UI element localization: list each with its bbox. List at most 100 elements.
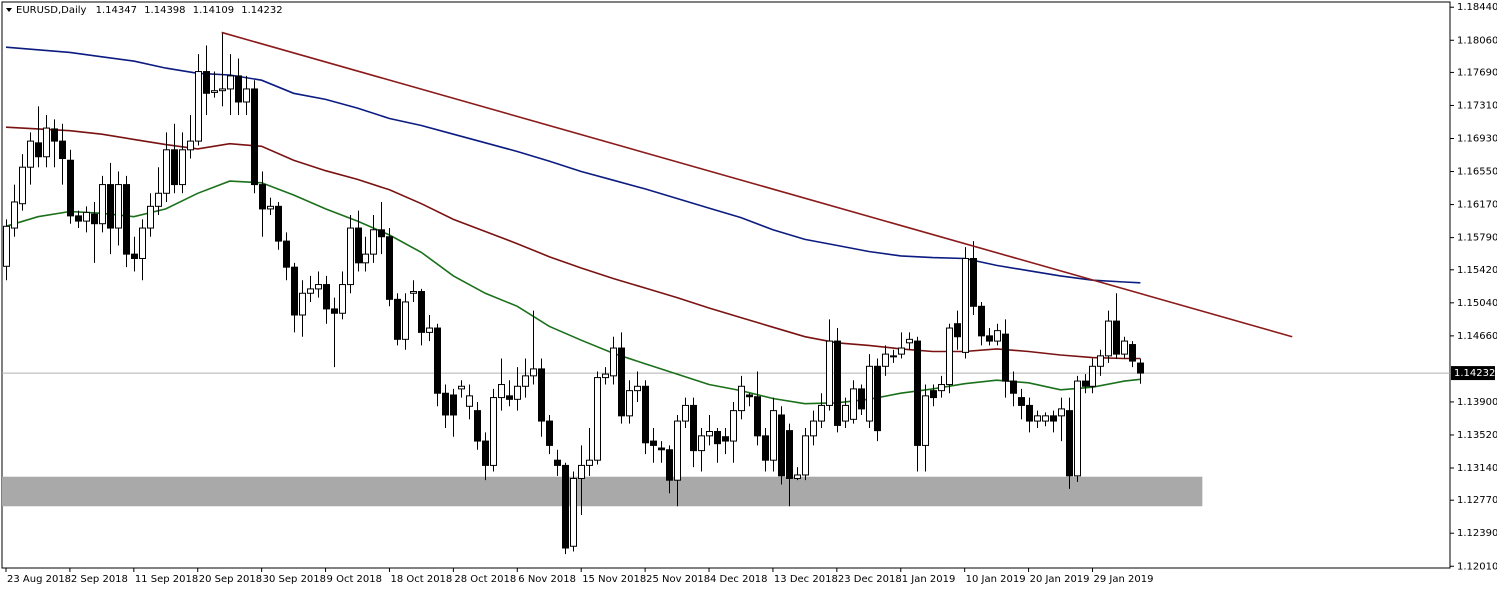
moving-average	[5, 180, 1141, 405]
candle-body	[522, 375, 529, 387]
candle-body	[714, 430, 721, 445]
candle-body	[386, 236, 393, 300]
y-tick-label: 1.17310	[1457, 100, 1497, 111]
candle-body	[123, 184, 130, 255]
y-tick-label: 1.14660	[1457, 331, 1497, 342]
candle-body	[315, 284, 322, 290]
x-tick-label: 25 Nov 2018	[646, 574, 710, 585]
y-tick-label: 1.15040	[1457, 298, 1497, 309]
x-tick-label: 11 Sep 2018	[135, 574, 198, 585]
candle-body	[99, 184, 106, 225]
candle-body	[578, 464, 585, 479]
candle-body	[866, 365, 873, 422]
candle-body	[378, 229, 385, 238]
candle-body	[730, 410, 737, 442]
x-tick-label: 23 Dec 2018	[838, 574, 902, 585]
candle-body	[1129, 344, 1136, 362]
candle-body	[323, 284, 330, 310]
candle-body	[642, 385, 649, 444]
candle-body	[898, 347, 905, 355]
candle-body	[243, 88, 250, 103]
x-tick-label: 29 Jan 2019	[1093, 574, 1153, 585]
x-tick-label: 20 Jan 2019	[1030, 574, 1090, 585]
candle-body	[786, 430, 793, 479]
candle-body	[1121, 340, 1128, 355]
candle-body	[139, 227, 146, 259]
candle-body	[1113, 320, 1120, 355]
y-tick-label: 1.15790	[1457, 233, 1497, 244]
candle-body	[794, 474, 801, 479]
candle-body	[410, 291, 417, 294]
candle-body	[27, 140, 34, 168]
candle-body	[1082, 380, 1089, 387]
candle-body	[67, 159, 74, 217]
candle-body	[259, 184, 266, 210]
candle-body	[203, 71, 210, 94]
candle-body	[1066, 410, 1073, 477]
x-tick-label: 10 Jan 2019	[966, 574, 1026, 585]
candle-body	[299, 292, 306, 316]
candle-body	[163, 149, 170, 194]
candle-body	[347, 227, 354, 286]
candle-body	[658, 447, 665, 451]
candle-body	[1018, 397, 1025, 406]
candle-body	[307, 288, 314, 294]
x-tick-label: 4 Dec 2018	[710, 574, 768, 585]
candle-body	[1097, 355, 1104, 367]
price-label-bg	[1451, 366, 1495, 381]
y-tick-label: 1.12770	[1457, 495, 1497, 506]
candle-body	[858, 388, 865, 410]
y-tick-label: 1.16930	[1457, 134, 1497, 145]
candle-body	[195, 71, 202, 142]
candle-body	[954, 323, 961, 338]
y-tick-label: 1.16550	[1457, 167, 1497, 178]
candle-body	[267, 205, 274, 210]
candle-body	[3, 225, 10, 267]
candle-body	[850, 388, 857, 420]
close-value: 1.14232	[241, 5, 282, 16]
candle-body	[402, 301, 409, 340]
x-tick-label: 13 Dec 2018	[774, 574, 838, 585]
candle-body	[498, 384, 505, 399]
candle-body	[690, 404, 697, 452]
candle-body	[706, 430, 713, 437]
candle-body	[426, 327, 433, 333]
candle-body	[554, 459, 561, 466]
candle-body	[490, 397, 497, 466]
candle-body	[418, 291, 425, 333]
candle-body	[442, 392, 449, 416]
candle-body	[634, 385, 641, 392]
candle-body	[1050, 415, 1057, 422]
candle-body	[155, 192, 162, 207]
x-tick-label: 15 Nov 2018	[582, 574, 646, 585]
candle-body	[938, 384, 945, 392]
candle-body	[51, 128, 58, 142]
x-tick-label: 2 Sep 2018	[71, 574, 128, 585]
candle-body	[754, 396, 761, 437]
candle-body	[450, 394, 457, 416]
candle-body	[762, 435, 769, 461]
candle-body	[1058, 408, 1065, 417]
candle-body	[698, 435, 705, 452]
candle-body	[187, 140, 194, 151]
candle-body	[530, 368, 537, 377]
candle-body	[75, 215, 82, 222]
candle-body	[235, 75, 242, 103]
y-tick-label: 1.13140	[1457, 463, 1497, 474]
candle-body	[394, 298, 401, 340]
x-tick-label: 9 Oct 2018	[327, 574, 382, 585]
candle-body	[219, 88, 226, 92]
candle-body	[682, 404, 689, 422]
candle-body	[610, 347, 617, 377]
x-tick-label: 28 Oct 2018	[454, 574, 516, 585]
y-tick-label: 1.12390	[1457, 528, 1497, 539]
candle-body	[674, 420, 681, 481]
candle-body	[818, 404, 825, 422]
candle-body	[362, 253, 369, 264]
candle-body	[914, 340, 921, 446]
candle-body	[970, 257, 977, 307]
candle-body	[171, 149, 178, 186]
candle-body	[35, 142, 42, 158]
